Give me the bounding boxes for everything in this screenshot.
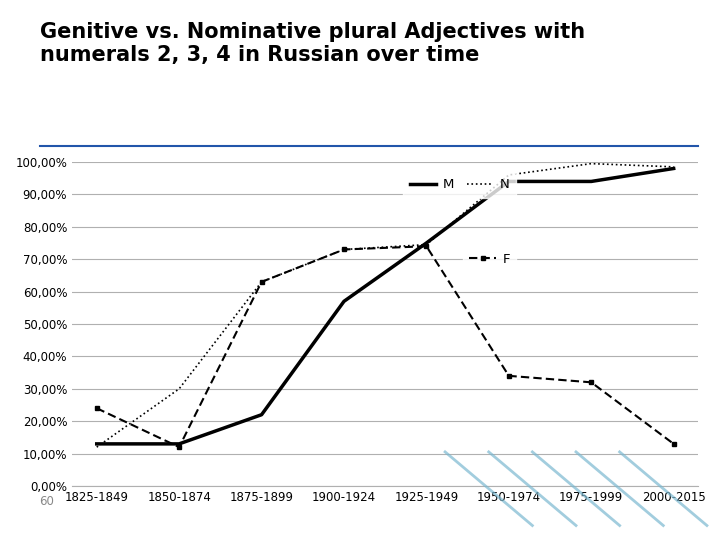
N — [92, 444, 101, 450]
N — [505, 172, 513, 178]
M — [587, 178, 595, 185]
F — [505, 373, 513, 379]
F — [422, 243, 431, 249]
M — [340, 298, 348, 305]
Line: N: N — [96, 164, 674, 447]
M — [257, 411, 266, 418]
N — [422, 241, 431, 248]
Text: Genitive vs. Nominative plural Adjectives with
numerals 2, 3, 4 in Russian over : Genitive vs. Nominative plural Adjective… — [40, 22, 585, 65]
F — [587, 379, 595, 386]
M — [505, 178, 513, 185]
N — [587, 160, 595, 167]
F — [92, 405, 101, 411]
F — [340, 246, 348, 253]
N — [340, 246, 348, 253]
Text: 60: 60 — [40, 495, 55, 508]
M — [422, 240, 431, 246]
Line: M: M — [96, 168, 674, 444]
F — [670, 441, 678, 447]
M — [175, 441, 184, 447]
Legend: F: F — [463, 246, 516, 273]
N — [257, 279, 266, 285]
Line: F: F — [94, 244, 676, 450]
N — [175, 386, 184, 392]
F — [175, 444, 184, 450]
M — [670, 165, 678, 172]
M — [92, 441, 101, 447]
N — [670, 164, 678, 170]
F — [257, 279, 266, 285]
